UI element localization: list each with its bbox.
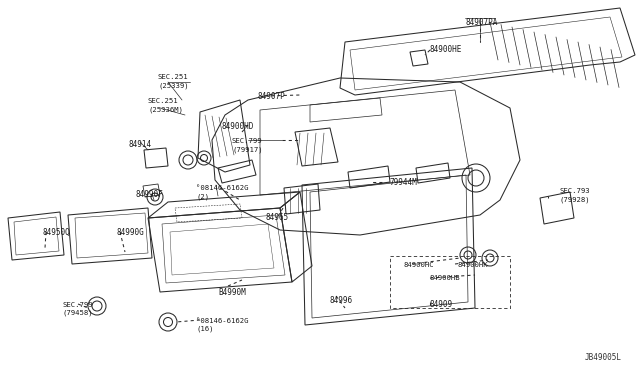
Text: (25339): (25339) <box>158 82 189 89</box>
Text: 84990G: 84990G <box>116 228 144 237</box>
Text: SEC.799: SEC.799 <box>62 302 93 308</box>
Text: °08146-6162G: °08146-6162G <box>196 318 248 324</box>
Text: (79458): (79458) <box>62 310 93 317</box>
Text: 84900HK: 84900HK <box>458 262 488 268</box>
Text: °08146-6162G: °08146-6162G <box>196 185 248 191</box>
Text: JB49005L: JB49005L <box>585 353 622 362</box>
Text: SEC.251: SEC.251 <box>158 74 189 80</box>
Text: (16): (16) <box>196 326 214 333</box>
Text: 84900HE: 84900HE <box>430 45 462 54</box>
Text: (2): (2) <box>196 193 209 199</box>
Text: 84900HB: 84900HB <box>430 275 461 281</box>
Text: 84900HD: 84900HD <box>222 122 254 131</box>
Text: 84990F: 84990F <box>136 190 164 199</box>
Text: 84909: 84909 <box>430 300 453 309</box>
Text: 79944M: 79944M <box>390 178 418 187</box>
Text: SEC.799: SEC.799 <box>232 138 262 144</box>
Text: B4990M: B4990M <box>218 288 246 297</box>
Text: (79928): (79928) <box>560 196 591 202</box>
Text: 84965: 84965 <box>266 213 289 222</box>
Text: 84900HC: 84900HC <box>404 262 435 268</box>
Text: 84907PA: 84907PA <box>466 18 499 27</box>
Text: (79917): (79917) <box>232 146 262 153</box>
Text: 84914: 84914 <box>128 140 151 149</box>
Text: (25336M): (25336M) <box>148 106 183 112</box>
Text: SEC.793: SEC.793 <box>560 188 591 194</box>
Text: 84907P: 84907P <box>258 92 285 101</box>
Bar <box>390 256 510 308</box>
Text: 84950Q: 84950Q <box>42 228 70 237</box>
Text: SEC.251: SEC.251 <box>148 98 179 104</box>
Text: 84996: 84996 <box>330 296 353 305</box>
